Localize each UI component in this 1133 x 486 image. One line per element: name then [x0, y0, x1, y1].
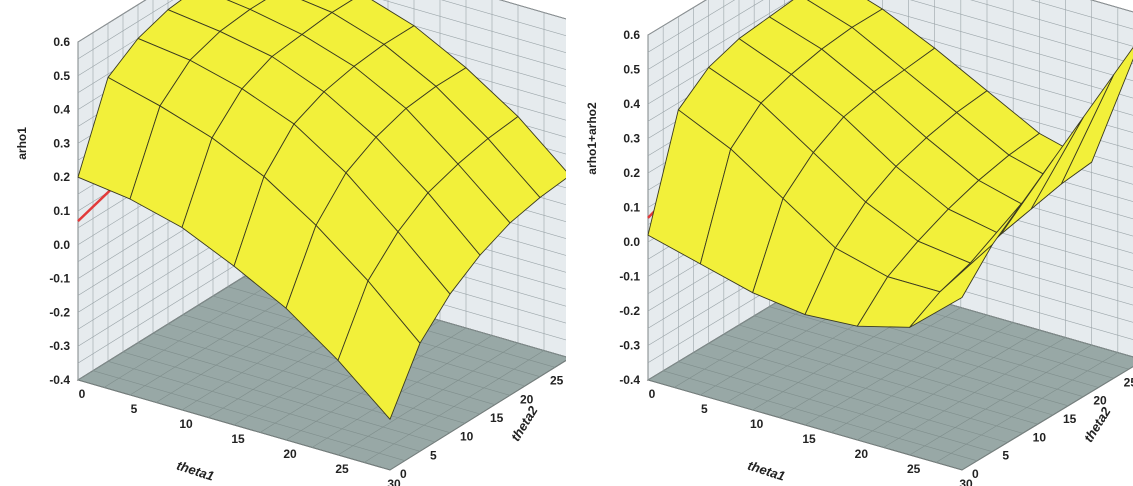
z-tick-label: -0.3 — [619, 339, 640, 353]
z-tick-label: -0.1 — [619, 270, 640, 284]
z-tick-label: 0.3 — [623, 132, 640, 146]
x-tick-label: 10 — [750, 417, 764, 431]
floor-gridline — [389, 360, 566, 471]
x-tick-label: 15 — [802, 432, 816, 446]
x-tick-label: 20 — [855, 447, 869, 461]
z-tick-label: 0.1 — [53, 204, 70, 218]
chart-0-group: 0.6 0.5 0.4 0.3 0.2 0.1 0.0 -0.1 -0.2 -0.3 -0.4 arh… — [15, 0, 566, 486]
y-tick-label: 25 — [1124, 375, 1133, 389]
y-tick-label: 10 — [460, 430, 474, 444]
z-tick-label: -0.4 — [49, 373, 70, 387]
x-tick-label: 10 — [179, 417, 193, 431]
y-tick-label: 20 — [1093, 394, 1107, 408]
x-tick-label: 25 — [907, 462, 921, 476]
y-tick-label: 5 — [430, 448, 437, 462]
y-tick-label: 15 — [1063, 412, 1077, 426]
z-tick-label: 0.0 — [53, 238, 70, 252]
z-axis-label: arho1 — [15, 127, 29, 160]
chart-panel-left: 0.6 0.5 0.4 0.3 0.2 0.1 0.0 -0.1 -0.2 -0.3 -0.4 arh… — [15, 0, 566, 486]
x-tick-label: 5 — [131, 402, 138, 416]
surface-patch — [909, 244, 993, 328]
x-tick-label: 5 — [701, 402, 708, 416]
y-tick-label: 10 — [1033, 430, 1047, 444]
y-tick-label: 15 — [490, 411, 504, 425]
x-tick-label: 30 — [387, 477, 401, 486]
z-axis-label: arho1+arho2 — [585, 102, 599, 175]
z-tick-label: -0.2 — [49, 305, 70, 319]
z-tick-label: 0.4 — [53, 103, 70, 117]
x-tick-label: 25 — [335, 462, 349, 476]
chart-1-group: 0.6 0.5 0.4 0.3 0.2 0.1 0.0 -0.1 -0.2 -0.3 -0.4 arh… — [585, 0, 1133, 486]
z-tick-label: 0.2 — [623, 166, 640, 180]
z-tick-label: -0.4 — [619, 373, 640, 387]
x-tick-label: 15 — [231, 432, 245, 446]
z-tick-label: 0.5 — [53, 69, 70, 83]
chart-panel-right: 0.6 0.5 0.4 0.3 0.2 0.1 0.0 -0.1 -0.2 -0.3 -0.4 arh… — [585, 0, 1133, 486]
x-axis-label: theta1 — [746, 458, 787, 484]
x-tick-label: 0 — [649, 387, 656, 401]
z-tick-label: 0.6 — [53, 35, 70, 49]
surface-patch — [337, 280, 421, 420]
z-tick-label: 0.6 — [623, 28, 640, 42]
x-axis-label: theta1 — [175, 458, 216, 484]
z-tick-label: -0.1 — [49, 272, 70, 286]
y-tick-label: 0 — [972, 467, 979, 481]
x-tick-label: 20 — [283, 447, 297, 461]
y-tick-label: 5 — [1002, 449, 1009, 463]
y-axis-label: theta2 — [1081, 404, 1114, 445]
z-tick-label: 0.4 — [623, 97, 640, 111]
z-tick-label: 0.1 — [623, 201, 640, 215]
z-tick-label: -0.2 — [619, 304, 640, 318]
floor-gridline — [363, 350, 545, 463]
floor-gridline — [935, 352, 1118, 463]
z-tick-label: -0.3 — [49, 339, 70, 353]
y-tick-label: 20 — [520, 392, 534, 406]
z-tick-label: 0.2 — [53, 170, 70, 184]
y-tick-label: 0 — [400, 467, 407, 481]
z-tick-label: 0.3 — [53, 136, 70, 150]
z-tick-label: 0.0 — [623, 235, 640, 249]
z-tick-label: 0.5 — [623, 63, 640, 77]
y-axis-label: theta2 — [508, 403, 541, 444]
x-tick-label: 30 — [959, 477, 973, 486]
x-tick-label: 0 — [79, 387, 86, 401]
y-tick-label: 25 — [550, 374, 564, 388]
floor-gridline — [961, 366, 1133, 471]
